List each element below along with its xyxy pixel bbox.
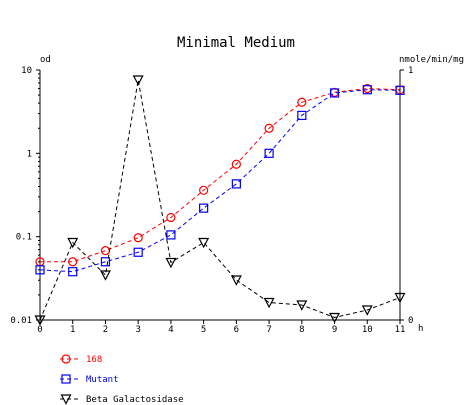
data-point [166,212,176,223]
y-tick-label: 1 [27,149,32,159]
y-tick-label: 10 [21,66,32,76]
y2-tick-label: 1 [408,66,413,76]
data-point [264,148,274,158]
data-point [67,237,79,249]
data-point [68,257,78,267]
x-tick-label: 1 [70,325,75,335]
series-line [39,79,401,321]
data-point [297,97,307,107]
y2-tick-label: 0 [408,316,413,326]
x-tick-label: 10 [362,325,373,335]
data-point [395,85,405,95]
data-point [230,275,242,286]
data-point [34,315,46,326]
x-tick-label: 4 [168,325,173,335]
data-point [264,123,274,133]
data-point [35,265,45,275]
x-tick-label: 0 [37,325,42,335]
x-tick-label: 7 [266,325,271,335]
legend-item: 168 [60,354,102,365]
series-3 [34,75,406,326]
y-tick-label: 0.01 [10,316,32,326]
data-point [198,237,210,249]
data-point [362,85,372,95]
x-tick-label: 6 [234,325,239,335]
series-line [39,89,401,273]
axes: 0 1 2 3 4 5 6 7 8 9 10 11 0.01 0.1 1 10 0 1 [10,66,413,335]
data-point [199,185,209,195]
data-point [296,300,308,311]
data-point [329,88,340,98]
data-point [231,159,241,169]
data-point [165,257,177,269]
x-tick-label: 2 [103,325,108,335]
series-2 [35,85,405,277]
data-point [132,75,144,86]
data-point [100,257,111,267]
series-layer [34,75,406,326]
legend-label: Mutant [86,375,119,385]
legend-label: 168 [86,355,102,365]
data-point [361,305,373,316]
x-tick-label: 5 [201,325,206,335]
data-point [263,297,275,309]
y-tick-label: 0.1 [16,233,32,243]
x-tick-label: 9 [332,325,337,335]
y-axis-label: od [40,55,51,65]
x-axis-label: h [418,324,423,334]
legend-item: Mutant [60,374,119,385]
data-point [133,247,143,257]
legend-marker [60,394,72,405]
data-point [99,270,111,281]
legend-marker [61,354,71,364]
data-point [199,203,209,213]
data-point [394,292,406,304]
series-line [40,87,401,263]
data-point [329,312,341,324]
series-1 [35,83,405,267]
x-tick-label: 11 [395,325,406,335]
data-point [100,246,111,256]
chart-title: Minimal Medium [177,35,295,51]
legend-label: Beta Galactosidase [86,395,184,405]
x-tick-label: 8 [299,325,304,335]
legend-item: Beta Galactosidase [60,394,184,405]
data-point [166,230,176,240]
legend: 168 Mutant Beta Galactosidase [60,354,184,405]
data-point [231,179,241,189]
data-point [297,110,307,121]
y2-axis-label: nmole/min/mg [399,55,464,65]
x-tick-label: 3 [135,325,140,335]
data-point [68,267,78,277]
data-point [133,233,143,243]
legend-marker [61,374,71,384]
